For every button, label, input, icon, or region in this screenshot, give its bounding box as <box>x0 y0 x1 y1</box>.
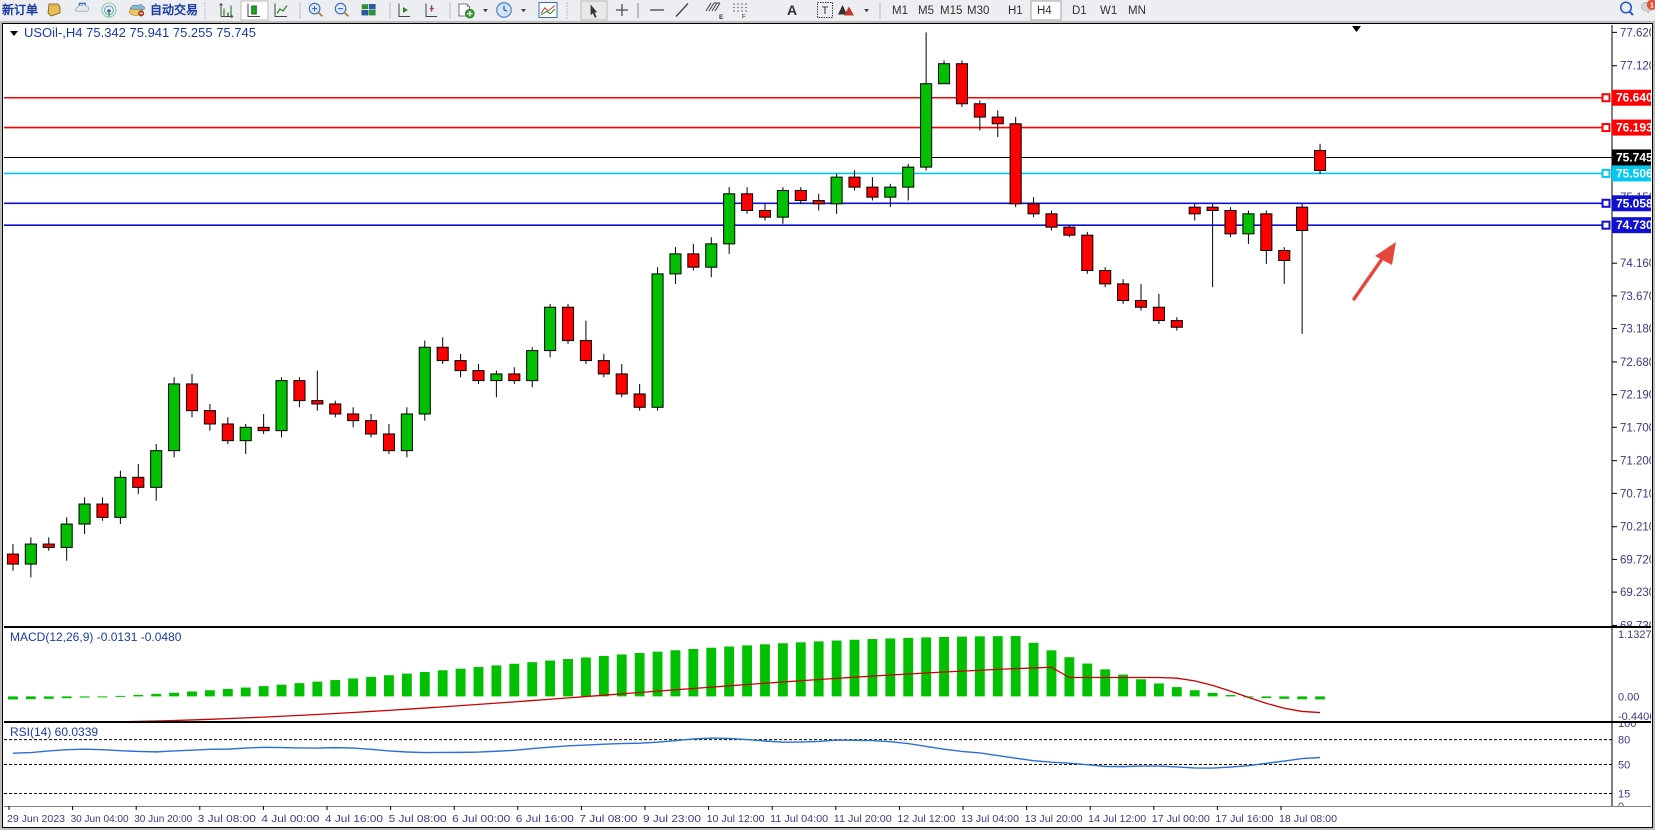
svg-text:3 Jul 08:00: 3 Jul 08:00 <box>198 814 256 825</box>
svg-text:30 Jun 20:00: 30 Jun 20:00 <box>134 814 192 825</box>
svg-text:7 Jul 08:00: 7 Jul 08:00 <box>579 814 637 825</box>
svg-text:MN: MN <box>1128 5 1146 17</box>
svg-text:70.710: 70.710 <box>1620 488 1651 500</box>
svg-text:77.620: 77.620 <box>1620 27 1651 39</box>
svg-text:75.506: 75.506 <box>1616 166 1651 180</box>
svg-text:75.745: 75.745 <box>1616 150 1651 164</box>
svg-text:71.700: 71.700 <box>1620 422 1651 434</box>
svg-text:77.120: 77.120 <box>1620 61 1651 73</box>
svg-text:9 Jul 23:00: 9 Jul 23:00 <box>643 814 701 825</box>
svg-text:1.1327: 1.1327 <box>1618 629 1651 641</box>
svg-text:73.670: 73.670 <box>1620 291 1651 303</box>
svg-text:76.193: 76.193 <box>1616 121 1651 135</box>
svg-text:72.680: 72.680 <box>1620 357 1651 369</box>
svg-text:1: 1 <box>1650 1 1654 10</box>
svg-text:H1: H1 <box>1008 5 1023 17</box>
svg-text:RSI(14) 60.0339: RSI(14) 60.0339 <box>10 725 98 739</box>
svg-text:75.058: 75.058 <box>1616 196 1651 210</box>
svg-text:100: 100 <box>1618 723 1636 730</box>
svg-text:74.160: 74.160 <box>1620 258 1651 270</box>
svg-text:72.190: 72.190 <box>1620 390 1651 402</box>
svg-text:MACD(12,26,9) -0.0131 -0.0480: MACD(12,26,9) -0.0131 -0.0480 <box>10 630 182 644</box>
svg-text:T: T <box>822 5 829 17</box>
svg-text:A: A <box>787 2 797 18</box>
svg-text:17 Jul 00:00: 17 Jul 00:00 <box>1152 814 1210 825</box>
svg-text:W1: W1 <box>1100 5 1117 17</box>
svg-text:71.200: 71.200 <box>1620 456 1651 468</box>
svg-text:73.180: 73.180 <box>1620 324 1651 336</box>
svg-text:74.730: 74.730 <box>1616 218 1651 232</box>
svg-text:15: 15 <box>1618 789 1630 801</box>
svg-text:70.210: 70.210 <box>1620 522 1651 534</box>
svg-text:10 Jul 12:00: 10 Jul 12:00 <box>707 814 765 825</box>
svg-text:29 Jun 2023: 29 Jun 2023 <box>7 814 65 825</box>
svg-text:M15: M15 <box>940 5 962 17</box>
svg-text:H4: H4 <box>1037 5 1052 17</box>
svg-text:18 Jul 08:00: 18 Jul 08:00 <box>1279 814 1337 825</box>
svg-text:12 Jul 12:00: 12 Jul 12:00 <box>897 814 955 825</box>
svg-text:69.720: 69.720 <box>1620 554 1651 566</box>
svg-text:新订单: 新订单 <box>2 2 38 17</box>
svg-text:M5: M5 <box>918 5 934 17</box>
svg-text:4 Jul 00:00: 4 Jul 00:00 <box>261 814 319 825</box>
svg-text:13 Jul 20:00: 13 Jul 20:00 <box>1025 814 1083 825</box>
svg-text:6 Jul 16:00: 6 Jul 16:00 <box>516 814 574 825</box>
svg-text:17 Jul 16:00: 17 Jul 16:00 <box>1215 814 1273 825</box>
svg-text:80: 80 <box>1618 735 1630 747</box>
svg-text:D1: D1 <box>1072 5 1087 17</box>
svg-text:11 Jul 04:00: 11 Jul 04:00 <box>770 814 828 825</box>
svg-text:USOil-,H4 75.342 75.941 75.25: USOil-,H4 75.342 75.941 75.255 75.745 <box>24 25 256 40</box>
svg-text:M1: M1 <box>892 5 908 17</box>
svg-text:4 Jul 16:00: 4 Jul 16:00 <box>325 814 383 825</box>
svg-text:F: F <box>742 15 746 21</box>
svg-text:5 Jul 08:00: 5 Jul 08:00 <box>389 814 447 825</box>
svg-text:自动交易: 自动交易 <box>150 2 198 17</box>
svg-text:14 Jul 12:00: 14 Jul 12:00 <box>1088 814 1146 825</box>
svg-text:11 Jul 20:00: 11 Jul 20:00 <box>834 814 892 825</box>
svg-text:50: 50 <box>1618 760 1630 772</box>
svg-text:76.640: 76.640 <box>1616 91 1651 105</box>
svg-text:E: E <box>719 14 724 21</box>
svg-text:69.230: 69.230 <box>1620 587 1651 599</box>
svg-text:M30: M30 <box>967 5 989 17</box>
svg-text:30 Jun 04:00: 30 Jun 04:00 <box>71 814 129 825</box>
svg-text:0.00: 0.00 <box>1618 691 1639 703</box>
svg-text:6 Jul 00:00: 6 Jul 00:00 <box>452 814 510 825</box>
svg-text:13 Jul 04:00: 13 Jul 04:00 <box>961 814 1019 825</box>
